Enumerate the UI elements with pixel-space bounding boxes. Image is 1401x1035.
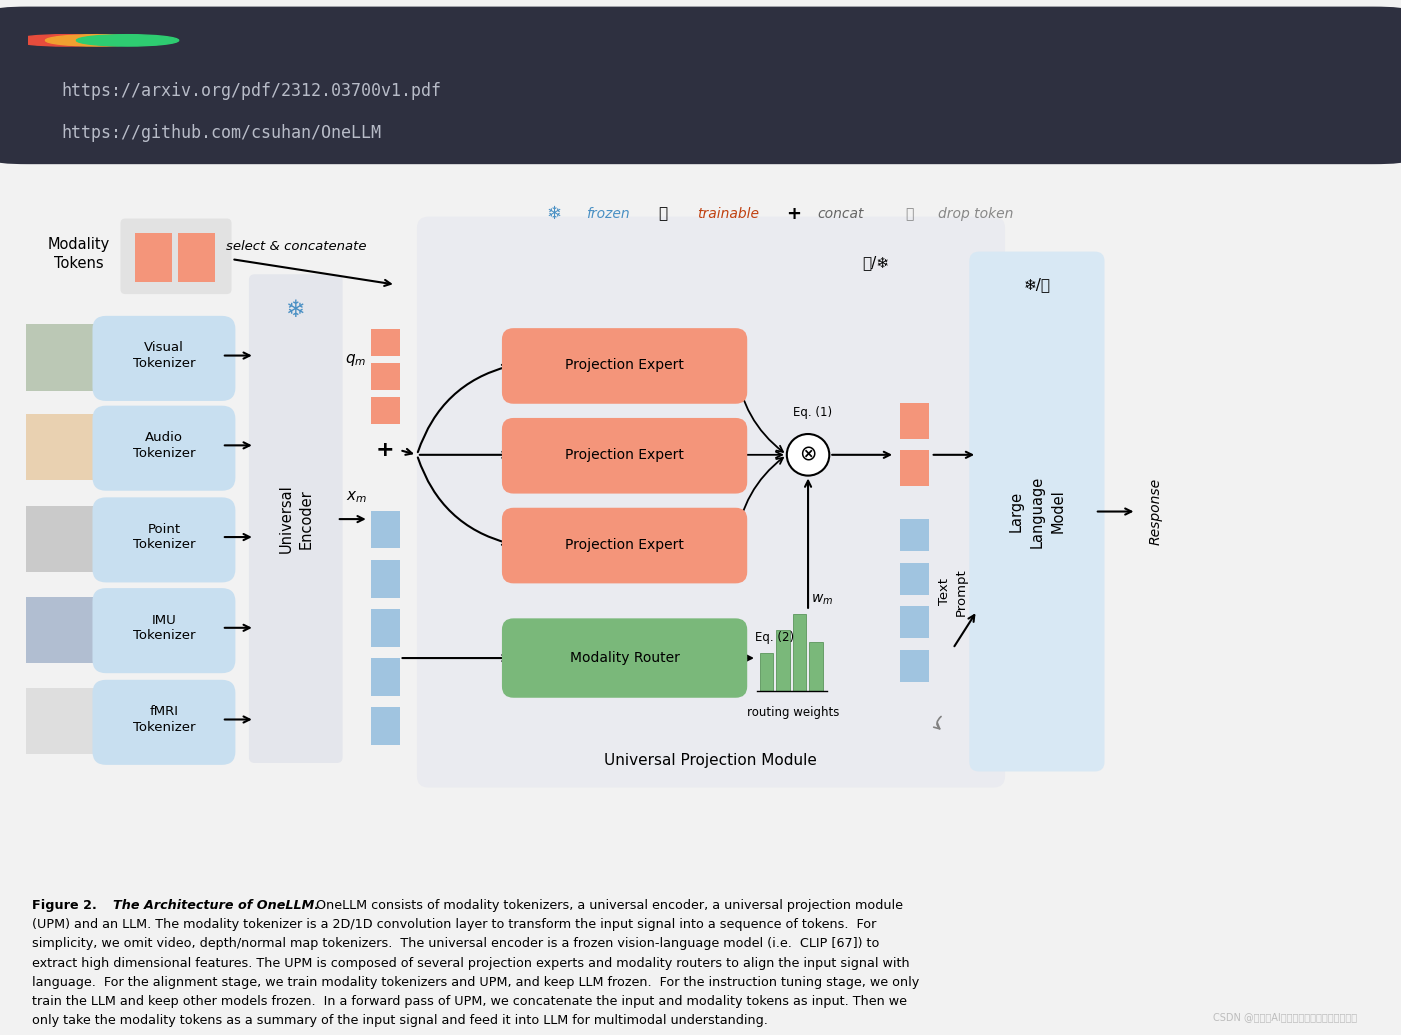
Text: Projection Expert: Projection Expert [565,537,684,552]
Bar [371,329,399,356]
Text: Eq. (2): Eq. (2) [755,630,794,644]
Text: drop token: drop token [939,207,1014,220]
Bar [25,506,95,572]
Text: Projection Expert: Projection Expert [565,358,684,372]
Bar [371,609,399,647]
Bar [371,363,399,389]
Text: select & concatenate: select & concatenate [226,240,367,254]
Text: Figure 2.: Figure 2. [32,899,105,912]
Circle shape [787,434,829,476]
FancyBboxPatch shape [0,6,1401,165]
Text: $q_m$: $q_m$ [346,352,367,368]
Bar [25,688,95,755]
FancyBboxPatch shape [502,418,747,494]
Bar [808,642,822,691]
Bar [371,510,399,549]
Bar [899,450,929,486]
Text: ⊗: ⊗ [800,445,817,465]
Bar [776,629,790,691]
Bar [25,324,95,390]
Bar [759,653,773,691]
Text: Universal
Encoder: Universal Encoder [279,484,314,554]
FancyBboxPatch shape [417,216,1005,788]
Text: train the LLM and keep other models frozen.  In a forward pass of UPM, we concat: train the LLM and keep other models froz… [32,995,906,1008]
Bar [899,650,929,682]
Bar [793,614,806,691]
Text: ❄/🔥: ❄/🔥 [1023,277,1051,292]
FancyBboxPatch shape [502,508,747,584]
Text: extract high dimensional features. The UPM is composed of several projection exp: extract high dimensional features. The U… [32,956,909,970]
Text: simplicity, we omit video, depth/normal map tokenizers.  The universal encoder i: simplicity, we omit video, depth/normal … [32,938,880,950]
Text: trainable: trainable [696,207,759,220]
Text: https://github.com/csuhan/OneLLM: https://github.com/csuhan/OneLLM [62,124,381,143]
FancyBboxPatch shape [502,618,747,698]
Text: $w_m$: $w_m$ [811,592,834,607]
FancyBboxPatch shape [502,328,747,404]
Bar [371,707,399,745]
Text: ❄: ❄ [546,205,562,223]
FancyBboxPatch shape [92,406,235,491]
Text: 🌫: 🌫 [905,207,913,220]
Bar [25,414,95,480]
Text: fMRI
Tokenizer: fMRI Tokenizer [133,705,195,734]
Circle shape [14,34,116,47]
FancyBboxPatch shape [92,316,235,401]
Text: Response: Response [1149,478,1163,545]
Text: ❄: ❄ [286,298,305,322]
Text: Modality Router: Modality Router [570,651,679,666]
Bar [899,607,929,639]
Text: https://arxiv.org/pdf/2312.03700v1.pdf: https://arxiv.org/pdf/2312.03700v1.pdf [62,83,441,100]
Text: $x_m$: $x_m$ [346,490,367,505]
FancyBboxPatch shape [92,588,235,673]
Text: OneLLM consists of modality tokenizers, a universal encoder, a universal project: OneLLM consists of modality tokenizers, … [312,899,902,912]
Bar [899,403,929,439]
Text: Large
Language
Model: Large Language Model [1009,475,1065,548]
Text: CSDN @大数据AI人工智能培训专家培训讲师叶: CSDN @大数据AI人工智能培训专家培训讲师叶 [1213,1012,1356,1023]
Text: Point
Tokenizer: Point Tokenizer [133,523,195,552]
Bar [134,233,172,282]
Text: concat: concat [818,207,864,220]
Text: IMU
Tokenizer: IMU Tokenizer [133,614,195,642]
Circle shape [45,34,147,47]
Bar [899,520,929,552]
Text: frozen: frozen [586,207,629,220]
Text: The Architecture of OneLLM.: The Architecture of OneLLM. [113,899,319,912]
Bar [371,397,399,423]
FancyBboxPatch shape [92,680,235,765]
Text: +: + [375,440,395,461]
Circle shape [77,34,179,47]
Text: +: + [786,205,801,223]
FancyBboxPatch shape [92,498,235,583]
Bar [371,658,399,696]
Text: Audio
Tokenizer: Audio Tokenizer [133,432,195,460]
FancyBboxPatch shape [969,252,1104,771]
Bar [25,414,95,480]
Text: Visual
Tokenizer: Visual Tokenizer [133,342,195,369]
Bar [25,596,95,662]
Text: Projection Expert: Projection Expert [565,448,684,462]
Text: 🔥/❄: 🔥/❄ [862,256,890,270]
Text: language.  For the alignment stage, we train modality tokenizers and UPM, and ke: language. For the alignment stage, we tr… [32,976,919,988]
Bar [178,233,216,282]
Text: only take the modality tokens as a summary of the input signal and feed it into : only take the modality tokens as a summa… [32,1014,768,1027]
Bar [899,563,929,595]
Bar [371,560,399,597]
Bar [25,596,95,662]
Text: 🔥: 🔥 [658,206,668,221]
Bar [25,688,95,755]
Text: Universal Projection Module: Universal Projection Module [604,752,817,768]
Bar [25,506,95,572]
Text: Text
Prompt: Text Prompt [939,568,968,616]
Text: Modality
Tokens: Modality Tokens [48,237,111,271]
Text: Eq. (1): Eq. (1) [793,406,832,419]
Bar [25,324,95,390]
Text: (UPM) and an LLM. The modality tokenizer is a 2D/1D convolution layer to transfo: (UPM) and an LLM. The modality tokenizer… [32,918,876,932]
FancyBboxPatch shape [120,218,231,294]
Text: routing weights: routing weights [747,706,839,719]
FancyBboxPatch shape [249,274,343,763]
